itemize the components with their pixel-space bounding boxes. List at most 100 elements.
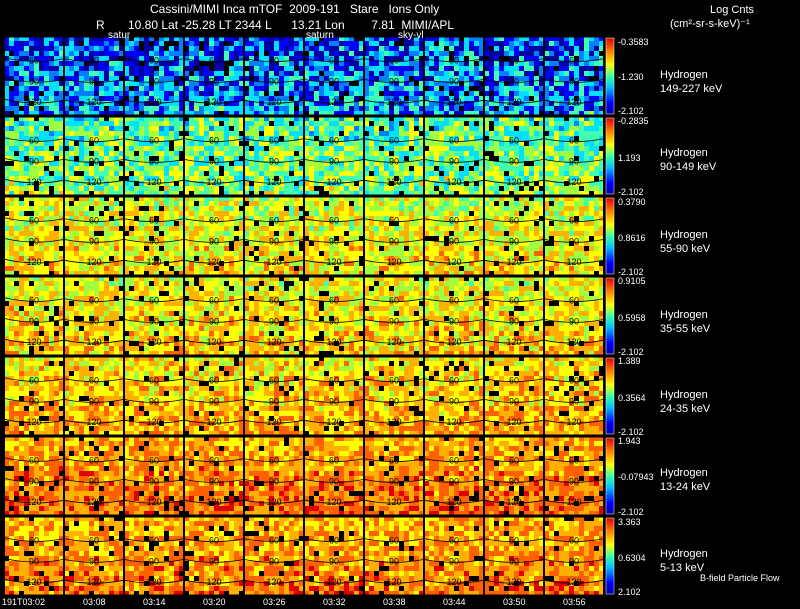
heatmap-cell [369, 86, 375, 92]
heatmap-cell [54, 76, 60, 82]
heatmap-cell [304, 66, 310, 72]
heatmap-cell [524, 126, 530, 132]
heatmap-cell [329, 116, 335, 122]
heatmap-cell [149, 231, 155, 237]
heatmap-cell [574, 176, 580, 182]
heatmap-cell [314, 201, 320, 207]
heatmap-cell [194, 216, 200, 222]
heatmap-cell [289, 246, 295, 252]
heatmap-cell [284, 66, 290, 72]
heatmap-cell [99, 131, 105, 137]
heatmap-cell [589, 56, 595, 62]
heatmap-cell [269, 116, 275, 122]
heatmap-cell [224, 246, 230, 252]
heatmap-cell [104, 141, 110, 147]
heatmap-cell [64, 196, 70, 202]
heatmap-cell [399, 186, 405, 192]
heatmap-cell [54, 101, 60, 107]
heatmap-cell [539, 51, 545, 57]
heatmap-cell [144, 76, 150, 82]
heatmap-cell [209, 46, 215, 52]
heatmap-cell [99, 121, 105, 127]
heatmap-cell [354, 181, 360, 187]
heatmap-cell [129, 101, 135, 107]
heatmap-cell [219, 71, 225, 77]
heatmap-cell [84, 36, 90, 42]
heatmap-cell [114, 81, 120, 87]
heatmap-cell [314, 161, 320, 167]
heatmap-cell [599, 81, 605, 87]
heatmap-cell [194, 96, 200, 102]
heatmap-cell [9, 181, 15, 187]
heatmap-cell [434, 121, 440, 127]
heatmap-cell [214, 76, 220, 82]
heatmap-cell [129, 66, 135, 72]
heatmap-cell [134, 66, 140, 72]
heatmap-cell [94, 171, 100, 177]
heatmap-cell [524, 141, 530, 147]
heatmap-cell [339, 81, 345, 87]
heatmap-cell [394, 111, 400, 117]
heatmap-cell [454, 56, 460, 62]
heatmap-cell [389, 186, 395, 192]
heatmap-cell [204, 121, 210, 127]
heatmap-cell [254, 111, 260, 117]
heatmap-cell [569, 36, 575, 42]
heatmap-cell [104, 41, 110, 47]
heatmap-cell [39, 36, 45, 42]
heatmap-cell [339, 106, 345, 112]
heatmap-cell [54, 131, 60, 137]
heatmap-cell [509, 121, 515, 127]
heatmap-cell [104, 166, 110, 172]
heatmap-cell [489, 136, 495, 142]
heatmap-cell [124, 146, 130, 152]
heatmap-cell [119, 251, 125, 257]
heatmap-cell [384, 156, 390, 162]
heatmap-cell [109, 191, 115, 197]
heatmap-cell [124, 241, 130, 247]
heatmap-cell [204, 211, 210, 217]
heatmap-cell [79, 136, 85, 142]
heatmap-cell [449, 141, 455, 147]
heatmap-cell [449, 171, 455, 177]
heatmap-cell [329, 66, 335, 72]
heatmap-cell [449, 61, 455, 67]
heatmap-cell [494, 81, 500, 87]
heatmap-cell [289, 146, 295, 152]
heatmap-cell [574, 46, 580, 52]
heatmap-cell [174, 241, 180, 247]
heatmap-cell [289, 161, 295, 167]
heatmap-cell [209, 206, 215, 212]
heatmap-cell [334, 136, 340, 142]
heatmap-cell [409, 91, 415, 97]
heatmap-cell [39, 51, 45, 57]
heatmap-cell [324, 151, 330, 157]
heatmap-cell [79, 171, 85, 177]
heatmap-cell [199, 131, 205, 137]
heatmap-cell [294, 261, 300, 267]
heatmap-cell [514, 41, 520, 47]
heatmap-cell [279, 81, 285, 87]
heatmap-cell [529, 86, 535, 92]
heatmap-cell [269, 231, 275, 237]
heatmap-cell [129, 81, 135, 87]
heatmap-cell [114, 161, 120, 167]
heatmap-cell [424, 71, 430, 77]
heatmap-cell [114, 266, 120, 272]
heatmap-cell [169, 266, 175, 272]
heatmap-cell [329, 106, 335, 112]
heatmap-cell [79, 181, 85, 187]
heatmap-cell [134, 36, 140, 42]
heatmap-cell [149, 81, 155, 87]
heatmap-cell [494, 191, 500, 197]
heatmap-cell [89, 106, 95, 112]
heatmap-cell [544, 126, 550, 132]
heatmap-cell [224, 206, 230, 212]
heatmap-cell [484, 141, 490, 147]
heatmap-cell [459, 126, 465, 132]
heatmap-cell [349, 151, 355, 157]
heatmap-cell [244, 226, 250, 232]
heatmap-cell [469, 36, 475, 42]
heatmap-cell [249, 171, 255, 177]
heatmap-cell [509, 116, 515, 122]
